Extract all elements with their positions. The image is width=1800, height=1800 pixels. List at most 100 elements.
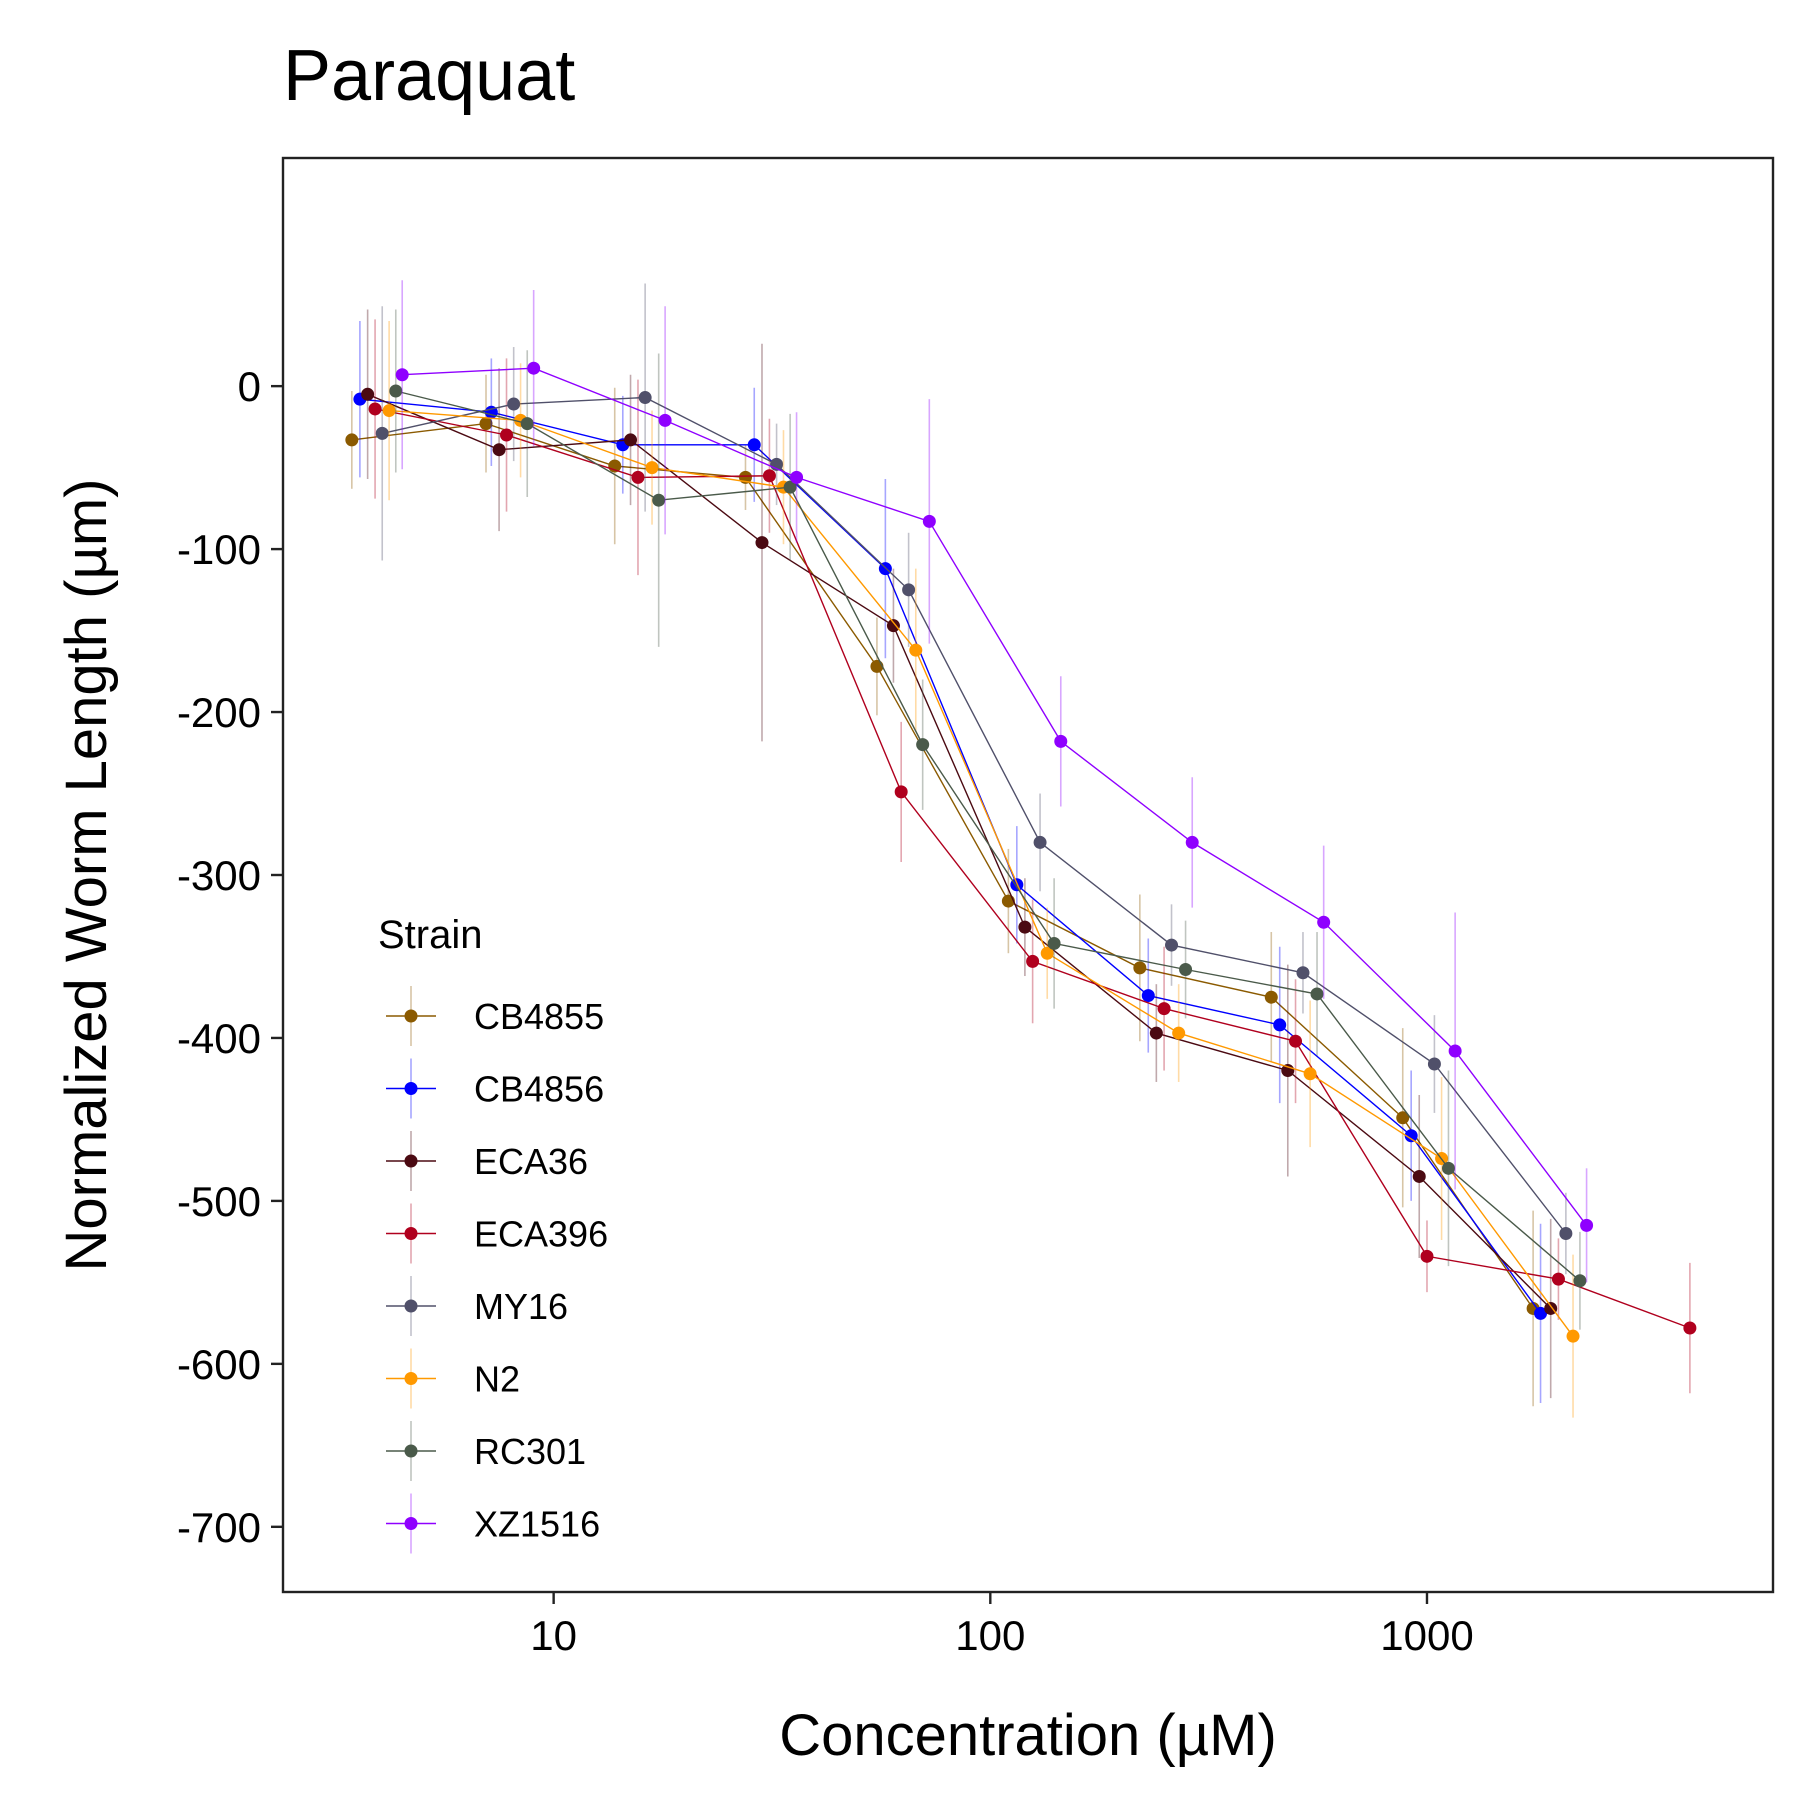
data-point — [382, 404, 396, 418]
data-point — [747, 438, 761, 452]
data-point — [361, 387, 375, 401]
series-line — [402, 367, 1588, 1226]
legend-key-point — [404, 1227, 418, 1240]
data-point — [389, 384, 403, 398]
series-layer — [345, 280, 1697, 1418]
legend-key-ECA396 — [386, 1203, 436, 1264]
data-point — [1026, 954, 1040, 968]
legend-key-ECA36 — [386, 1131, 436, 1191]
data-point — [1317, 915, 1331, 929]
legend-key-CB4855 — [386, 986, 436, 1046]
data-point — [1296, 966, 1310, 980]
data-point — [1273, 1018, 1287, 1032]
data-point — [894, 785, 908, 799]
data-point — [1165, 938, 1179, 952]
legend-key-point — [404, 1299, 418, 1313]
data-point — [1412, 1169, 1426, 1183]
x-tick-label: 1000 — [1380, 1612, 1473, 1659]
data-point — [652, 493, 666, 507]
series-MY16 — [375, 283, 1573, 1275]
series-line — [359, 398, 1542, 1314]
data-point — [624, 433, 638, 447]
data-point — [1018, 920, 1032, 934]
data-point — [507, 397, 521, 411]
legend-label: RC301 — [474, 1431, 586, 1472]
series-line — [351, 422, 1534, 1309]
plot-panel — [281, 156, 1775, 1594]
y-tick-label: 0 — [238, 363, 261, 410]
data-point — [520, 417, 534, 431]
data-point — [500, 428, 514, 442]
y-axis-title: Normalized Worm Length (µm) — [54, 479, 119, 1272]
legend-label: ECA396 — [474, 1214, 608, 1255]
legend-key-MY16 — [386, 1276, 436, 1336]
data-point — [1544, 1301, 1558, 1315]
data-point — [909, 643, 923, 657]
data-point — [1551, 1272, 1565, 1286]
data-point — [1133, 961, 1147, 975]
data-point — [1033, 835, 1047, 849]
data-point — [1047, 936, 1061, 950]
data-point — [790, 470, 804, 484]
data-point — [368, 402, 382, 416]
data-point — [1420, 1249, 1434, 1263]
data-point — [1396, 1111, 1410, 1125]
data-point — [1448, 1044, 1462, 1058]
legend-key-point — [404, 1517, 418, 1530]
data-point — [1534, 1306, 1548, 1320]
series-XZ1516 — [395, 280, 1594, 1283]
data-point — [1566, 1329, 1580, 1343]
data-point — [1310, 987, 1324, 1001]
data-point — [922, 514, 936, 528]
data-point — [783, 480, 797, 494]
y-tick-label: -300 — [177, 852, 261, 899]
x-axis-title: Concentration (µM) — [779, 1703, 1277, 1768]
x-tick-label: 10 — [530, 1612, 577, 1659]
series-CB4855 — [345, 374, 1540, 1407]
legend-label: MY16 — [474, 1286, 568, 1327]
legend-key-XZ1516 — [386, 1493, 436, 1554]
data-point — [1573, 1274, 1587, 1288]
series-line — [382, 396, 1567, 1234]
legend: Strain CB4855 CB4856 ECA36 ECA396 MY16 N2 RC30… — [378, 913, 608, 1554]
data-point — [755, 536, 769, 550]
legend-key-point — [404, 1009, 418, 1023]
y-tick-label: -100 — [177, 526, 261, 573]
data-point — [1179, 963, 1193, 977]
series-N2 — [382, 320, 1580, 1418]
data-point — [1580, 1218, 1594, 1232]
y-tick-label: -700 — [177, 1504, 261, 1551]
legend-label: CB4855 — [474, 996, 604, 1037]
legend-label: N2 — [474, 1359, 520, 1400]
data-point — [345, 433, 359, 447]
y-tick-label: -200 — [177, 689, 261, 736]
data-point — [492, 443, 506, 457]
legend-label: CB4856 — [474, 1069, 604, 1110]
series-line — [389, 409, 1574, 1337]
data-point — [631, 470, 645, 484]
data-point — [916, 738, 930, 752]
legend-key-point — [404, 1082, 418, 1095]
y-tick-label: -600 — [177, 1341, 261, 1388]
legend-key-point — [404, 1154, 418, 1168]
data-point — [870, 659, 884, 673]
legend-key-point — [404, 1444, 418, 1458]
data-point — [638, 391, 652, 405]
data-point — [1172, 1026, 1186, 1040]
data-point — [1683, 1321, 1697, 1335]
data-point — [527, 361, 541, 375]
data-point — [1264, 990, 1278, 1004]
y-tick-label: -400 — [177, 1015, 261, 1062]
data-point — [1054, 734, 1068, 748]
data-point — [1141, 989, 1155, 1003]
legend-key-CB4856 — [386, 1058, 436, 1119]
legend-key-RC301 — [386, 1421, 436, 1481]
data-point — [1441, 1161, 1455, 1175]
legend-label: ECA36 — [474, 1141, 588, 1182]
series-line — [395, 390, 1581, 1282]
data-point — [1157, 1002, 1171, 1016]
data-point — [1559, 1227, 1573, 1240]
chart-title: Paraquat — [283, 36, 575, 116]
data-point — [658, 413, 672, 427]
legend-key-N2 — [386, 1348, 436, 1409]
